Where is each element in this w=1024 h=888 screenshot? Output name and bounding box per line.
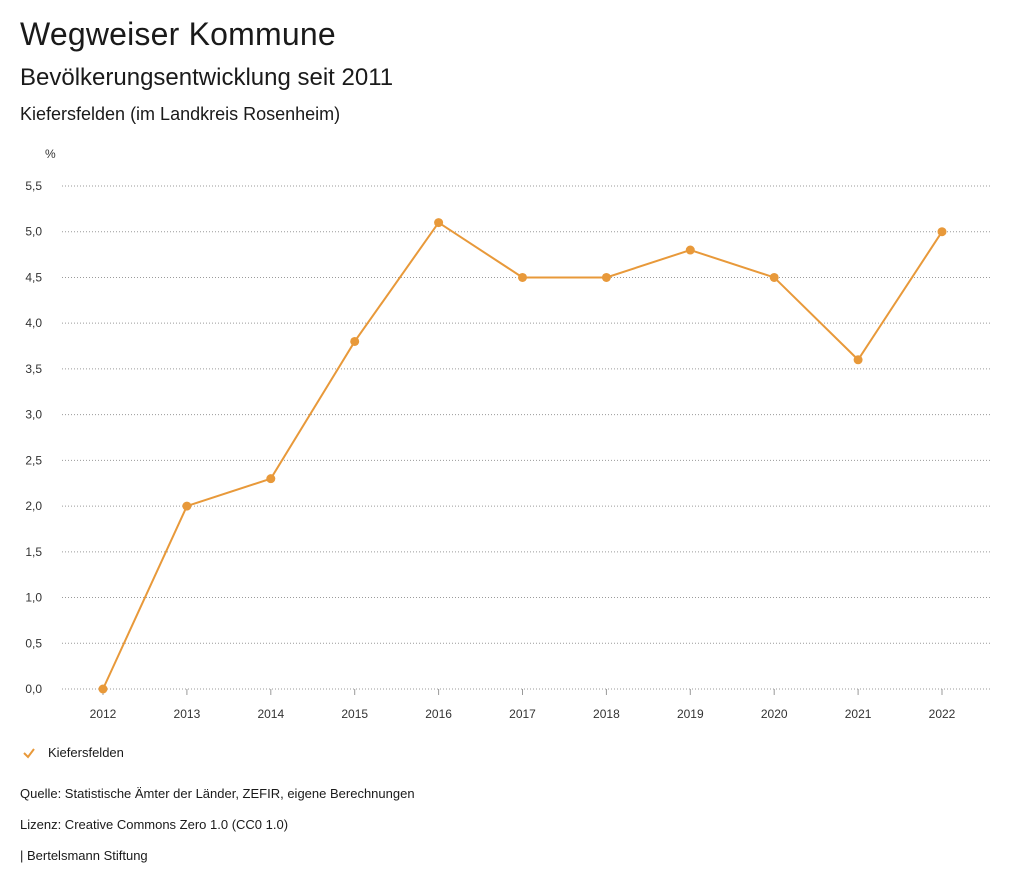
y-tick-label: 1,5 — [25, 545, 42, 559]
x-tick-label: 2022 — [929, 707, 956, 721]
x-tick-label: 2016 — [425, 707, 452, 721]
region-label: Kiefersfelden (im Landkreis Rosenheim) — [20, 104, 341, 124]
chart-subtitle: Bevölkerungsentwicklung seit 2011 — [20, 64, 394, 91]
x-tick-label: 2021 — [845, 707, 872, 721]
data-point[interactable] — [182, 501, 192, 511]
y-tick-label: 2,0 — [25, 499, 42, 513]
data-point[interactable] — [937, 227, 947, 237]
data-point[interactable] — [98, 684, 108, 694]
grid-lines — [62, 185, 990, 690]
data-point[interactable] — [350, 336, 360, 346]
x-tick-label: 2020 — [761, 707, 788, 721]
y-tick-label: 0,5 — [25, 636, 42, 650]
y-tick-label: 0,0 — [25, 682, 42, 696]
y-tick-label: 1,0 — [25, 591, 42, 605]
x-tick-label: 2014 — [257, 707, 284, 721]
x-tick-label: 2017 — [509, 707, 536, 721]
x-tick-label: 2019 — [677, 707, 704, 721]
y-tick-label: 5,5 — [25, 179, 42, 193]
license-note: Lizenz: Creative Commons Zero 1.0 (CC0 1… — [20, 817, 289, 832]
y-axis-unit: % — [45, 147, 56, 161]
data-point[interactable] — [685, 245, 695, 255]
data-point[interactable] — [601, 272, 611, 282]
series-kiefersfelden — [98, 218, 947, 694]
chart-title: Wegweiser Kommune — [20, 16, 336, 52]
y-tick-label: 4,0 — [25, 316, 42, 330]
x-tick-label: 2015 — [341, 707, 368, 721]
data-point[interactable] — [853, 355, 863, 365]
series-line — [102, 221, 943, 690]
checkmark-icon — [23, 747, 35, 759]
legend[interactable]: Kiefersfelden — [22, 745, 124, 760]
x-tick-label: 2018 — [593, 707, 620, 721]
y-tick-label: 3,0 — [25, 408, 42, 422]
y-tick-label: 3,5 — [25, 362, 42, 376]
data-point[interactable] — [266, 474, 276, 484]
publisher-note: | Bertelsmann Stiftung — [20, 848, 148, 863]
data-point[interactable] — [769, 272, 779, 282]
y-tick-label: 2,5 — [25, 453, 42, 467]
data-point[interactable] — [518, 272, 527, 282]
y-tick-label: 4,5 — [25, 270, 42, 284]
data-point[interactable] — [434, 218, 444, 228]
x-tick-label: 2013 — [174, 707, 201, 721]
x-tick-label: 2012 — [90, 707, 117, 721]
x-axis-ticks: 2012 2013 2014 2015 2016 2017 2018 2019 2020 2021… — [90, 689, 956, 721]
legend-label: Kiefersfelden — [48, 745, 124, 760]
line-chart: % 0,0 0,5 1,0 1,5 2,0 2,5 3,0 3,5 4,0 4,5 5,0 5,5 2… — [25, 147, 990, 721]
y-axis-ticks: 0,0 0,5 1,0 1,5 2,0 2,5 3,0 3,5 4,0 4,5 5,0 5,5 — [25, 179, 42, 696]
source-note: Quelle: Statistische Ämter der Länder, Z… — [20, 786, 415, 801]
y-tick-label: 5,0 — [25, 225, 42, 239]
